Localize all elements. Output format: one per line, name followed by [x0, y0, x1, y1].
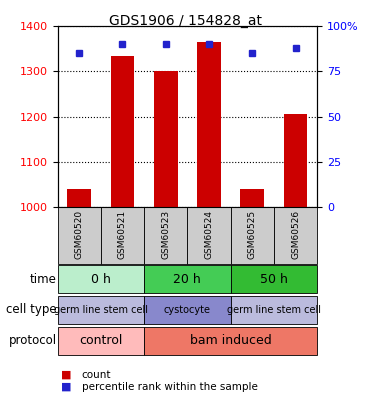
- Text: control: control: [79, 335, 122, 347]
- Text: cell type: cell type: [6, 303, 57, 316]
- FancyBboxPatch shape: [144, 327, 317, 355]
- Text: GSM60520: GSM60520: [75, 210, 83, 259]
- Text: GSM60524: GSM60524: [204, 210, 213, 259]
- FancyBboxPatch shape: [231, 265, 317, 293]
- FancyBboxPatch shape: [58, 296, 144, 324]
- Text: GDS1906 / 154828_at: GDS1906 / 154828_at: [109, 14, 262, 28]
- Text: GSM60523: GSM60523: [161, 210, 170, 259]
- FancyBboxPatch shape: [144, 265, 231, 293]
- Text: germ line stem cell: germ line stem cell: [227, 305, 321, 315]
- Bar: [197, 42, 221, 207]
- Text: germ line stem cell: germ line stem cell: [54, 305, 148, 315]
- Bar: [154, 71, 178, 207]
- FancyBboxPatch shape: [231, 296, 317, 324]
- FancyBboxPatch shape: [144, 207, 187, 264]
- Text: ■: ■: [61, 382, 72, 392]
- Text: percentile rank within the sample: percentile rank within the sample: [82, 382, 257, 392]
- FancyBboxPatch shape: [101, 207, 144, 264]
- FancyBboxPatch shape: [187, 207, 231, 264]
- FancyBboxPatch shape: [231, 207, 274, 264]
- FancyBboxPatch shape: [58, 265, 144, 293]
- Text: GSM60521: GSM60521: [118, 210, 127, 259]
- Text: bam induced: bam induced: [190, 335, 272, 347]
- FancyBboxPatch shape: [144, 296, 231, 324]
- Text: count: count: [82, 370, 111, 379]
- Text: GSM60526: GSM60526: [291, 210, 300, 259]
- Text: GSM60525: GSM60525: [248, 210, 257, 259]
- Text: cystocyte: cystocyte: [164, 305, 211, 315]
- Bar: [240, 189, 264, 207]
- Bar: [111, 55, 134, 207]
- Text: 20 h: 20 h: [174, 273, 201, 286]
- Text: 0 h: 0 h: [91, 273, 111, 286]
- Text: ■: ■: [61, 370, 72, 379]
- Text: protocol: protocol: [9, 335, 57, 347]
- FancyBboxPatch shape: [58, 207, 101, 264]
- FancyBboxPatch shape: [274, 207, 317, 264]
- Bar: [284, 114, 308, 207]
- FancyBboxPatch shape: [58, 327, 144, 355]
- Bar: [67, 189, 91, 207]
- Text: 50 h: 50 h: [260, 273, 288, 286]
- Text: time: time: [30, 273, 57, 286]
